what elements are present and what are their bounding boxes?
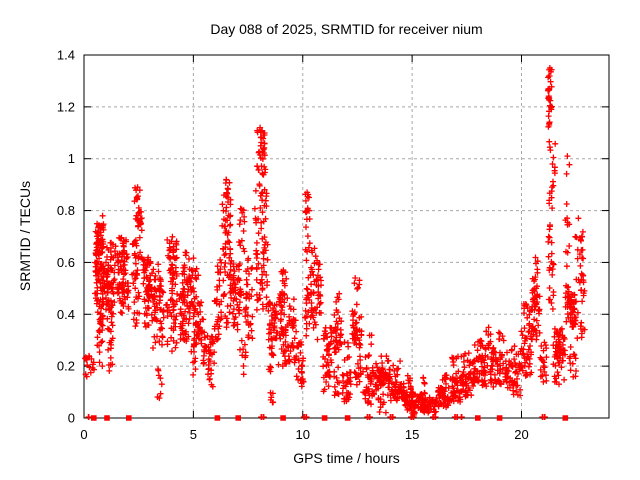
y-tick-label: 0.2 bbox=[57, 359, 75, 374]
x-tick-label: 15 bbox=[405, 427, 419, 442]
y-tick-label: 1.4 bbox=[57, 48, 75, 63]
y-tick-label: 1.2 bbox=[57, 99, 75, 114]
y-tick-label: 0.6 bbox=[57, 255, 75, 270]
data-points bbox=[82, 65, 588, 420]
y-tick-label: 0.8 bbox=[57, 203, 75, 218]
y-axis-title: SRMTID / TECUs bbox=[17, 180, 33, 292]
x-axis-title: GPS time / hours bbox=[293, 450, 400, 466]
x-tick-label: 0 bbox=[80, 427, 87, 442]
chart-title: Day 088 of 2025, SRMTID for receiver niu… bbox=[210, 21, 483, 37]
y-tick-label: 0 bbox=[68, 411, 75, 426]
x-tick-label: 5 bbox=[190, 427, 197, 442]
y-tick-label: 0.4 bbox=[57, 307, 75, 322]
x-tick-label: 20 bbox=[514, 427, 528, 442]
y-tick-label: 1 bbox=[68, 151, 75, 166]
x-tick-label: 10 bbox=[296, 427, 310, 442]
